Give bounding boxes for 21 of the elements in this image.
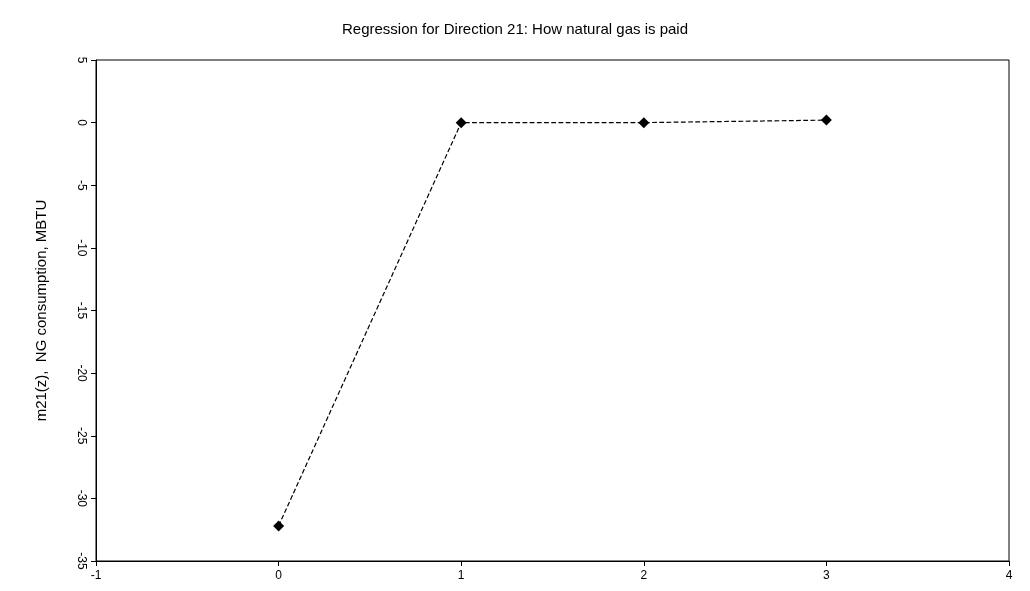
y-tick-label: 5 bbox=[75, 56, 89, 64]
chart-title: Regression for Direction 21: How natural gas is paid bbox=[341, 20, 689, 37]
x-tick-label: 2 bbox=[640, 568, 648, 582]
point bbox=[455, 117, 467, 129]
y-tick-label: -10 bbox=[75, 239, 89, 257]
y-tick-label: -30 bbox=[75, 489, 89, 508]
y-tick-label: -15 bbox=[75, 301, 89, 320]
y-tick-label: -20 bbox=[75, 364, 89, 383]
x-tick-label: 3 bbox=[823, 568, 831, 582]
point bbox=[820, 114, 832, 126]
y-tick-label: -25 bbox=[75, 427, 89, 445]
y-tick-label: -35 bbox=[75, 552, 89, 570]
y-tick-label: 0 bbox=[75, 119, 89, 127]
x-tick-label: 4 bbox=[1005, 568, 1013, 582]
x-tick-label: -1 bbox=[90, 568, 102, 582]
y-tick-label: -5 bbox=[75, 179, 89, 191]
point bbox=[273, 520, 285, 532]
x-tick-label: 0 bbox=[275, 568, 283, 582]
point bbox=[638, 117, 650, 129]
y-axis-title: m21(z), NG consumption, MBTU bbox=[32, 199, 49, 422]
x-tick-label: 1 bbox=[457, 568, 465, 582]
